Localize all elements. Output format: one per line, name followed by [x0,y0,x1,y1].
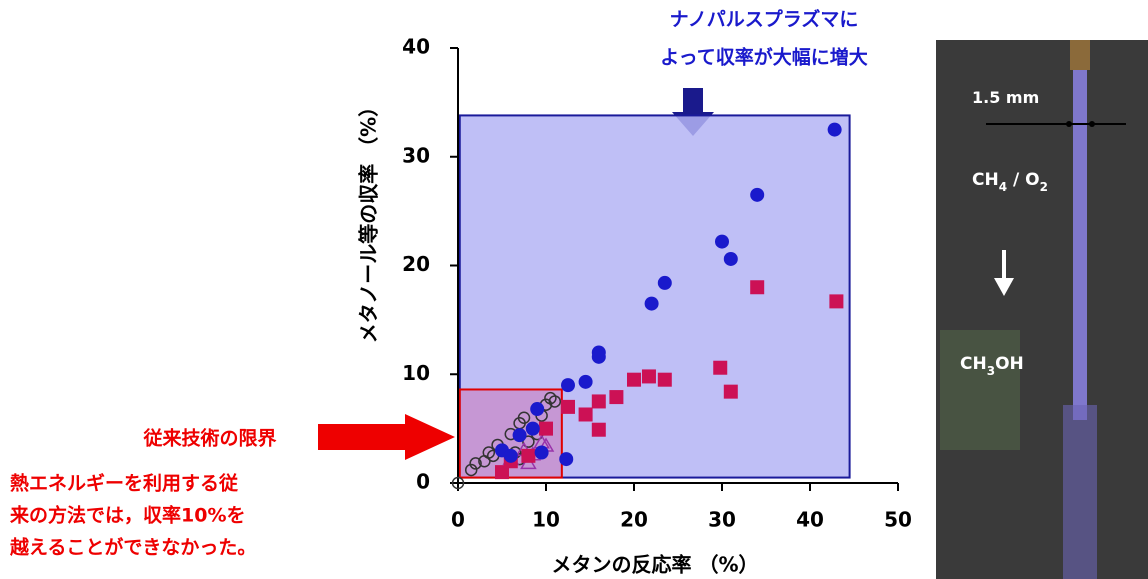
figure: 1.5 mm CH4 / O2 CH3OH 010203040010203040… [0,0,1148,579]
point [535,446,549,460]
point [579,407,593,421]
x-tick-label: 20 [620,508,648,532]
photo-label: CH4 / O2 [972,170,1048,194]
point [539,422,553,436]
point [504,449,518,463]
point [750,280,764,294]
tube-base [1063,405,1097,579]
y-tick-label: 20 [402,252,430,276]
photo [936,40,1148,579]
point [724,385,738,399]
annotation: よって収率が大幅に増大 [660,46,867,69]
point [715,235,729,249]
scale-dot [1066,121,1072,127]
point [561,400,575,414]
point [658,373,672,387]
point [750,188,764,202]
x-tick-label: 30 [708,508,736,532]
point [521,449,535,463]
label-part: / O [1007,170,1040,190]
label-part: 2 [1040,180,1048,194]
y-tick-label: 30 [402,143,430,167]
red-arrow [318,414,455,460]
point [828,123,842,137]
photo-label: 1.5 mm [972,88,1039,107]
y-tick-label: 10 [402,361,430,385]
point [645,297,659,311]
point [713,361,727,375]
electrode [1070,40,1090,70]
photo-detail [940,330,1020,450]
plot: 0 10 20 30 40 0 10 20 30 40 50 [402,35,912,532]
point [829,294,843,308]
x-tick-label: 10 [532,508,560,532]
point [530,402,544,416]
point [579,375,593,389]
label-part: CH [972,170,999,190]
annotation: ナノパルスプラズマに [670,8,859,31]
point [592,423,606,437]
point [724,252,738,266]
point [513,428,527,442]
scale-dot [1089,121,1095,127]
point [526,422,540,436]
y-tick-label: 0 [416,470,430,494]
label-part: 3 [987,364,995,378]
label-part: CH [960,354,987,374]
label-part: OH [995,354,1024,374]
annotation: 来の方法では，収率10%を [10,504,245,527]
x-tick-label: 50 [884,508,912,532]
point [592,350,606,364]
point [592,394,606,408]
point [642,369,656,383]
annotation: 従来技術の限界 [142,427,276,450]
point [559,452,573,466]
x-tick-label: 0 [451,508,465,532]
plasma-tube [1073,70,1087,420]
point [658,276,672,290]
label-part: 1.5 mm [972,88,1039,107]
y-tick-label: 40 [402,35,430,59]
x-axis-label: メタンの反応率 （%） [551,553,758,577]
y-axis-label: メタノール等の収率 （%） [357,97,381,343]
label-part: 4 [999,180,1007,194]
point [561,378,575,392]
x-tick-label: 40 [796,508,824,532]
annotation: 熱エネルギーを利用する従 [10,472,238,495]
point [627,373,641,387]
annotation: 越えることができなかった。 [9,536,256,559]
point [609,390,623,404]
